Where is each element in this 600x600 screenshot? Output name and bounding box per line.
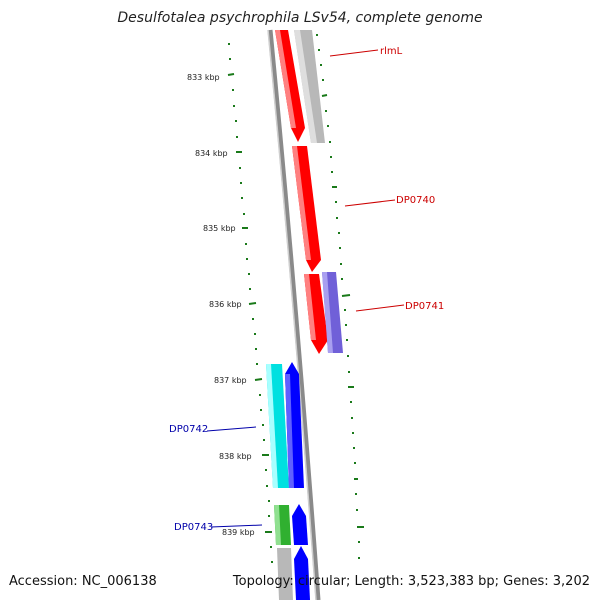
gene-DP0742-shade xyxy=(266,364,278,488)
gene-blue-feature-2[interactable] xyxy=(292,504,308,545)
scale-label-839: 839 kbp xyxy=(222,528,255,537)
map-title: Desulfotalea psychrophila LSv54, complet… xyxy=(117,10,483,26)
leader-DP0740 xyxy=(344,199,396,207)
scale-label-838: 838 kbp xyxy=(219,452,252,461)
gene-grey-feature-shade xyxy=(294,30,317,143)
scale-label-837: 837 kbp xyxy=(214,376,247,385)
gene-label-DP0742[interactable]: DP0742 xyxy=(169,424,208,435)
leader-DP0741 xyxy=(355,304,405,312)
scale-ruler-right xyxy=(316,34,364,559)
scale-label-834: 834 kbp xyxy=(195,149,228,158)
gene-label-DP0741[interactable]: DP0741 xyxy=(405,301,444,312)
gene-DP0743-shade xyxy=(274,505,281,545)
gene-grey-feature-2[interactable] xyxy=(277,548,293,600)
gene-blue-feature-3[interactable] xyxy=(294,546,310,600)
gene-DP0740-shade xyxy=(292,146,311,260)
gene-DP0741-shade xyxy=(304,274,316,340)
scale-label-833: 833 kbp xyxy=(187,73,220,82)
gene-blue-feature-1-shade xyxy=(285,374,294,488)
gene-label-rlmL[interactable]: rlmL xyxy=(380,46,403,57)
gene-label-DP0740[interactable]: DP0740 xyxy=(396,195,435,206)
scale-label-836: 836 kbp xyxy=(209,300,242,309)
leader-DP0743 xyxy=(210,524,263,528)
genome-summary-text: Topology: circular; Length: 3,523,383 bp… xyxy=(232,574,590,589)
gene-purple-feature-shade xyxy=(322,272,333,353)
backbone-arc xyxy=(267,29,321,600)
scale-label-835: 835 kbp xyxy=(203,224,236,233)
accession-text: Accession: NC_006138 xyxy=(9,574,157,589)
gene-rlmL-shade xyxy=(275,30,296,128)
leader-rlmL xyxy=(329,49,379,57)
gene-label-DP0743[interactable]: DP0743 xyxy=(174,522,213,533)
backbone-arc-inner xyxy=(267,29,317,600)
scale-ruler-left xyxy=(227,43,273,563)
leader-DP0742 xyxy=(206,426,257,432)
